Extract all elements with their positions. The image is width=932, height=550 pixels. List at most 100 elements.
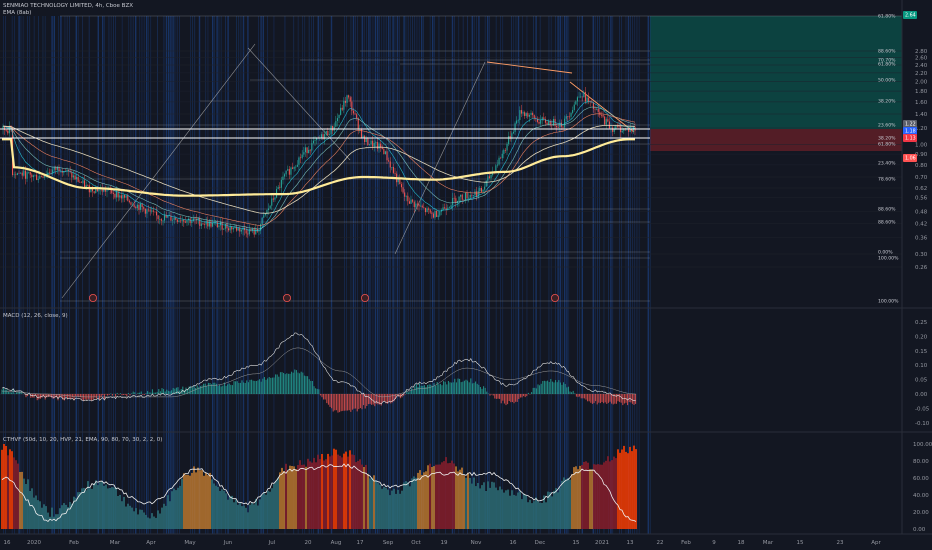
candle-body bbox=[157, 215, 159, 220]
oscillator-bar bbox=[501, 489, 503, 529]
macd-histogram-bar bbox=[83, 394, 85, 401]
candle-body bbox=[592, 102, 594, 109]
candle-body bbox=[40, 175, 42, 177]
macd-histogram-bar bbox=[471, 383, 473, 394]
macd-histogram-bar bbox=[404, 394, 406, 395]
macd-histogram-bar bbox=[207, 382, 209, 394]
price-tick-label: 0.56 bbox=[915, 195, 928, 201]
candle-body bbox=[351, 101, 353, 111]
oscillator-bar bbox=[15, 460, 17, 529]
macd-histogram-bar bbox=[407, 392, 409, 394]
candle-body bbox=[300, 157, 302, 159]
oscillator-bar bbox=[605, 460, 607, 529]
macd-histogram-bar bbox=[475, 381, 477, 394]
candle-body bbox=[328, 134, 330, 135]
candle-body bbox=[255, 229, 257, 235]
price-tag-box bbox=[903, 11, 917, 19]
candle-body bbox=[228, 228, 230, 231]
candle-body bbox=[95, 188, 97, 193]
oscillator-bar bbox=[417, 472, 419, 529]
macd-histogram-bar bbox=[479, 387, 481, 394]
oscillator-bar bbox=[203, 475, 205, 529]
candle-body bbox=[160, 219, 162, 221]
volume-stripe bbox=[163, 16, 165, 534]
macd-histogram-bar bbox=[289, 373, 291, 394]
candle-body bbox=[338, 114, 340, 119]
price-tick-label: 1.20 bbox=[915, 126, 928, 132]
oscillator-bar bbox=[25, 484, 27, 529]
macd-histogram-bar bbox=[260, 381, 262, 394]
oscillator-bar bbox=[487, 481, 489, 529]
candle-body bbox=[568, 116, 570, 118]
candle-body bbox=[432, 213, 434, 218]
candle-body bbox=[557, 127, 559, 128]
macd-histogram-bar bbox=[303, 375, 305, 394]
oscillator-bar bbox=[343, 453, 345, 529]
macd-histogram-bar bbox=[188, 386, 190, 394]
macd-histogram-bar bbox=[153, 392, 155, 394]
candle-body bbox=[13, 174, 15, 176]
macd-tick-label: -0.10 bbox=[915, 421, 930, 427]
macd-histogram-bar bbox=[91, 394, 93, 401]
time-tick-label: 17 bbox=[357, 540, 364, 546]
macd-histogram-bar bbox=[276, 374, 278, 394]
candle-body bbox=[148, 209, 150, 211]
oscillator-bar bbox=[633, 445, 635, 529]
candle-body bbox=[599, 111, 601, 115]
volume-stripe bbox=[388, 16, 390, 534]
candle-body bbox=[314, 140, 316, 141]
candle-body bbox=[424, 207, 426, 213]
candle-body bbox=[216, 222, 218, 228]
macd-histogram-bar bbox=[441, 385, 443, 394]
macd-histogram-bar bbox=[595, 394, 597, 402]
oscillator-bar bbox=[399, 493, 401, 529]
oscillator-bar bbox=[631, 451, 633, 529]
fib-label: 61.80% bbox=[878, 62, 896, 68]
price-tick-label: 1.80 bbox=[915, 89, 928, 95]
oscillator-bar bbox=[335, 449, 337, 529]
volume-stripe bbox=[212, 16, 214, 534]
candle-body bbox=[68, 169, 70, 172]
macd-pane bbox=[0, 332, 637, 413]
candle-body bbox=[210, 221, 212, 227]
candle-body bbox=[448, 207, 450, 208]
macd-histogram-bar bbox=[127, 393, 129, 394]
macd-histogram-bar bbox=[6, 389, 8, 394]
event-marker-circle bbox=[89, 293, 98, 302]
oscillator-tick-label: 80.00 bbox=[913, 459, 929, 465]
macd-histogram-bar bbox=[129, 394, 131, 396]
oscillator-bar bbox=[461, 467, 463, 529]
candle-body bbox=[144, 208, 146, 214]
oscillator-bar bbox=[483, 482, 485, 529]
oscillator-bar bbox=[127, 503, 129, 529]
macd-tick-label: 0.20 bbox=[915, 334, 928, 340]
candle-body bbox=[399, 178, 401, 185]
macd-histogram-bar bbox=[587, 394, 589, 402]
price-tick-label: 0.30 bbox=[915, 252, 928, 258]
macd-histogram-bar bbox=[524, 394, 526, 398]
candle-body bbox=[234, 226, 236, 228]
volume-stripe bbox=[627, 16, 630, 534]
macd-histogram-bar bbox=[599, 394, 601, 404]
volume-stripe bbox=[495, 16, 497, 534]
time-tick-label: Aug bbox=[331, 540, 342, 546]
time-tick-label: May bbox=[184, 540, 196, 546]
resistance-drawings bbox=[486, 61, 635, 133]
volume-stripe bbox=[500, 16, 501, 534]
volume-stripes bbox=[3, 16, 651, 534]
candle-body bbox=[602, 115, 604, 117]
macd-histogram-bar bbox=[124, 394, 126, 395]
oscillator-bar bbox=[499, 486, 501, 529]
oscillator-bar bbox=[449, 462, 451, 529]
volume-stripe bbox=[115, 16, 116, 534]
oscillator-bar bbox=[515, 495, 517, 529]
macd-histogram-bar bbox=[451, 382, 453, 394]
oscillator-bar bbox=[105, 484, 107, 529]
macd-histogram-bar bbox=[577, 394, 579, 398]
macd-histogram-bar bbox=[246, 380, 248, 394]
oscillator-bar bbox=[231, 495, 233, 529]
candle-body bbox=[295, 166, 297, 168]
macd-histogram-bar bbox=[268, 377, 270, 394]
candle-body bbox=[76, 177, 78, 180]
